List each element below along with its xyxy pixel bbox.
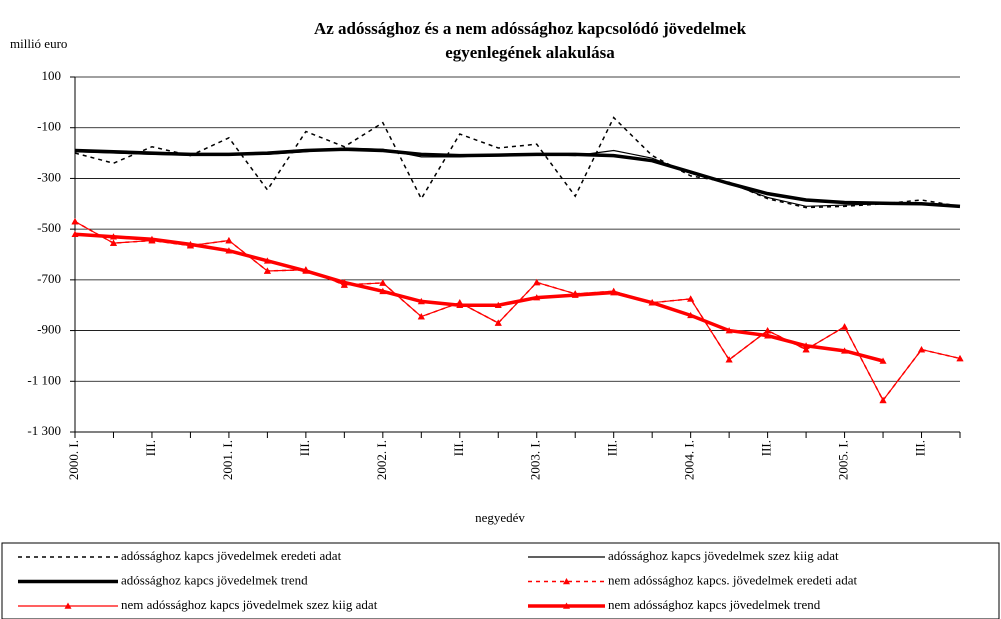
x-tick-label: 2005. I. (836, 440, 851, 480)
y-axis-label: millió euro (10, 36, 67, 51)
x-tick-label: 2002. I. (374, 440, 389, 480)
x-tick-label: 2003. I. (528, 440, 543, 480)
marker (841, 347, 849, 354)
x-tick-label: III. (451, 440, 466, 456)
legend-label: nem adóssághoz kapcs jövedelmek szez kii… (121, 597, 378, 612)
series-line (74, 116, 961, 209)
y-tick-label: -500 (37, 220, 61, 235)
marker (956, 354, 964, 362)
y-tick-label: -1 300 (27, 423, 61, 438)
y-tick-label: -300 (37, 169, 61, 184)
marker (494, 301, 502, 309)
series-line (74, 147, 961, 209)
legend-box (1, 542, 1000, 619)
marker (109, 233, 117, 240)
legend-label: adóssághoz kapcs jövedelmek trend (121, 572, 308, 587)
marker (302, 267, 310, 274)
marker (225, 247, 233, 254)
marker (533, 294, 541, 301)
marker (533, 278, 541, 286)
series-line (74, 232, 884, 363)
legend-label: nem adóssághoz kapcs jövedelmek trend (608, 597, 821, 612)
x-axis-label: negyedév (475, 510, 525, 525)
x-tick-label: III. (297, 440, 312, 456)
marker (186, 240, 194, 248)
marker (263, 267, 271, 274)
marker (648, 299, 656, 306)
chart-title: egyenlegének alakulása (445, 43, 615, 62)
legend-label: adóssághoz kapcs jövedelmek eredeti adat (121, 548, 342, 563)
marker (764, 332, 772, 339)
marker (725, 327, 733, 334)
y-tick-label: 100 (42, 68, 62, 83)
x-tick-label: 2001. I. (220, 440, 235, 480)
marker (263, 257, 271, 264)
marker (764, 327, 772, 334)
marker (109, 239, 117, 246)
x-tick-label: III. (759, 440, 774, 456)
marker (687, 295, 695, 302)
marker (725, 356, 733, 363)
marker (879, 357, 887, 364)
y-tick-label: -100 (37, 119, 61, 134)
marker (340, 278, 348, 286)
marker (571, 291, 579, 298)
legend-marker (563, 578, 570, 585)
marker (417, 297, 425, 305)
chart-title: Az adóssághoz és a nem adóssághoz kapcso… (314, 19, 747, 38)
x-tick-label: 2000. I. (66, 440, 81, 480)
marker (841, 323, 849, 330)
marker (417, 313, 425, 320)
marker (802, 342, 810, 349)
marker (225, 237, 233, 244)
marker (71, 218, 79, 225)
series-line (74, 147, 961, 207)
marker (687, 311, 695, 319)
legend-label: adóssághoz kapcs jövedelmek szez kiig ad… (608, 548, 839, 563)
marker (456, 301, 464, 309)
y-tick-label: -900 (37, 322, 61, 337)
x-tick-label: III. (143, 440, 158, 456)
marker (918, 346, 926, 353)
legend-label: nem adóssághoz kapcs. jövedelmek eredeti… (608, 572, 857, 587)
y-tick-label: -1 100 (27, 372, 61, 387)
marker (71, 230, 79, 238)
marker (610, 289, 618, 296)
legend-marker (563, 602, 570, 609)
marker (494, 319, 502, 326)
marker (802, 346, 810, 353)
marker (148, 235, 156, 243)
marker (879, 396, 887, 404)
x-tick-label: III. (913, 440, 928, 456)
marker (379, 279, 387, 286)
x-tick-label: 2004. I. (682, 440, 697, 480)
legend-marker (64, 602, 72, 609)
marker (379, 287, 387, 295)
y-tick-label: -700 (37, 271, 61, 286)
x-tick-label: III. (605, 440, 620, 456)
